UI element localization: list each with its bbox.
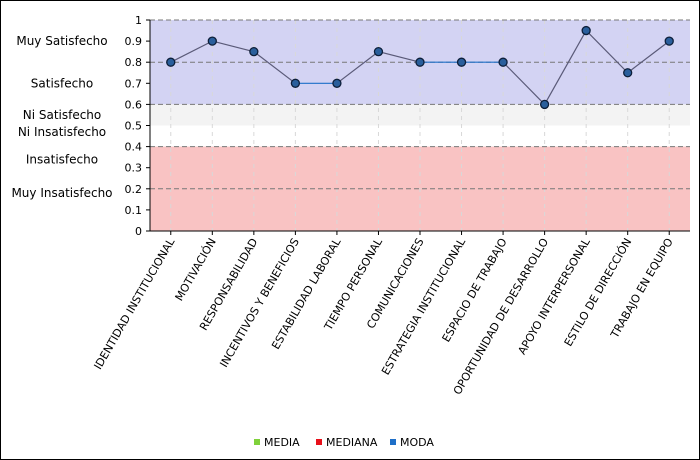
- legend-swatch: [254, 439, 260, 445]
- axes-layer: [146, 19, 690, 235]
- band-label: Muy Insatisfecho: [11, 186, 112, 200]
- data-point: [664, 36, 674, 46]
- legend-label: MODA: [400, 436, 434, 449]
- band-labels: Muy Satisfecho Satisfecho Ni Satisfecho Ni …: [11, 34, 112, 200]
- y-tick-label: 0.4: [125, 141, 143, 154]
- y-tick-label: 0.3: [125, 162, 143, 175]
- series-segment: [627, 40, 670, 74]
- legend-swatch: [316, 439, 322, 445]
- x-tick-labels: IDENTIDAD INSTITUCIONALMOTIVACIÓNRESPONS…: [91, 235, 676, 397]
- series-layer: [166, 25, 674, 110]
- x-tick-label: APOYO INTERPERSONAL: [515, 235, 593, 357]
- data-point: [456, 57, 467, 67]
- series-segment: [336, 51, 379, 84]
- y-tick-label: 0.2: [125, 183, 143, 196]
- data-point: [415, 57, 425, 67]
- series-segment: [253, 51, 296, 84]
- data-point: [498, 57, 508, 67]
- x-tick-label: MOTIVACIÓN: [173, 236, 219, 303]
- series-segment: [544, 30, 587, 105]
- y-tick-label: 0.5: [125, 120, 143, 133]
- y-tick-label: 0.8: [125, 56, 143, 69]
- y-tick-labels: 0 0.1 0.2 0.3 0.4 0.5 0.6 0.7 0.8 0.9 1: [125, 14, 143, 238]
- data-point: [373, 47, 384, 57]
- series-segment: [378, 51, 421, 63]
- legend-label: MEDIANA: [326, 436, 378, 449]
- legend-swatch: [390, 439, 396, 445]
- y-tick-label: 0.6: [125, 98, 143, 111]
- y-tick-label: 0: [135, 225, 142, 238]
- bands-layer: [150, 20, 690, 231]
- series-segment: [170, 40, 213, 63]
- data-point: [290, 78, 301, 88]
- data-point: [332, 78, 342, 88]
- band-label: Ni Insatisfecho: [18, 125, 106, 139]
- y-tick-label: 0.9: [125, 35, 143, 48]
- series-segment: [502, 61, 546, 105]
- band-label: Muy Satisfecho: [16, 34, 107, 48]
- band-1: [150, 104, 690, 126]
- series-segment: [585, 30, 629, 74]
- series-segment: [212, 40, 254, 53]
- data-point: [539, 99, 550, 110]
- x-tick-label: INCENTIVOS Y BENEFICIOS: [217, 236, 302, 370]
- band-label: Satisfecho: [31, 76, 93, 90]
- x-tick-label: IDENTIDAD INSTITUCIONAL: [91, 235, 177, 372]
- x-tick-label: ESTRATEGIA INSTITUCIONAL: [379, 235, 469, 377]
- data-point: [623, 68, 633, 78]
- legend: MEDIA MEDIANA MODA: [254, 436, 434, 449]
- data-point: [207, 36, 217, 46]
- band-label: Ni Satisfecho: [23, 108, 102, 122]
- data-point: [249, 47, 259, 57]
- legend-label: MEDIA: [264, 436, 300, 449]
- data-point: [581, 25, 591, 36]
- data-point: [166, 57, 176, 67]
- y-tick-label: 1: [135, 14, 142, 27]
- y-tick-label: 0.7: [125, 77, 143, 90]
- band-label: Insatisfecho: [26, 152, 98, 166]
- y-tick-label: 0.1: [125, 204, 143, 217]
